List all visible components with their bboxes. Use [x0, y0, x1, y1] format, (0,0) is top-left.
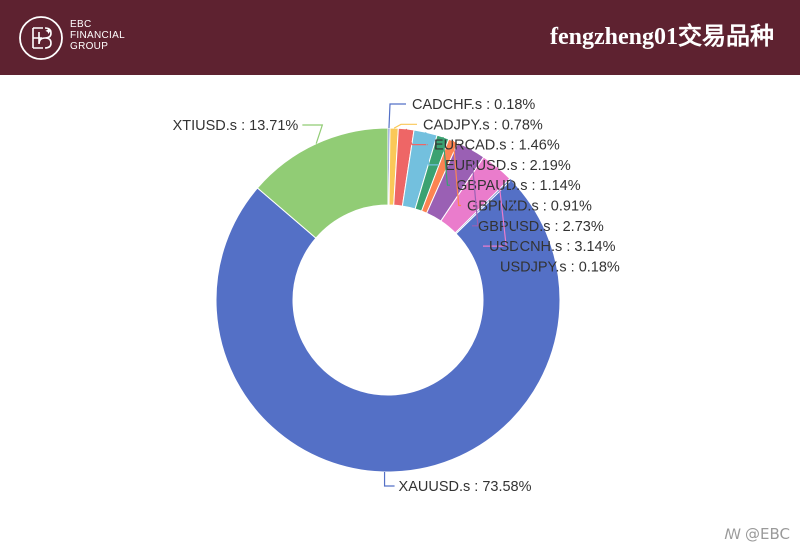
brand-line: FINANCIAL — [70, 30, 125, 41]
watermark-text: @EBC — [745, 525, 790, 543]
brand-name: EBC FINANCIAL GROUP — [70, 19, 125, 52]
slice-label-xauusd-s: XAUUSD.s : 73.58% — [399, 479, 532, 495]
leader-line-cadchf-s — [388, 103, 406, 129]
slices-group — [215, 127, 561, 473]
leader-line-gbpaud-s — [442, 136, 450, 186]
slice-label-cadjpy-s: CADJPY.s : 0.78% — [423, 117, 543, 133]
slice-label-eurcad-s: EURCAD.s : 1.46% — [434, 138, 560, 154]
leader-line-usdjpy-s — [494, 179, 522, 267]
labels-group: CADCHF.s : 0.18% CADJPY.s : 0.78% EURCAD.s… — [173, 97, 620, 495]
page-title: fengzheng01交易品种 — [550, 24, 774, 50]
slice-label-xtiusd-s: XTIUSD.s : 13.71% — [173, 118, 299, 134]
watermark: ꟿ @EBC — [724, 525, 790, 543]
leader-line-eurusd-s — [425, 132, 439, 166]
slice-label-cadchf-s: CADCHF.s : 0.18% — [412, 97, 535, 113]
ebc-logo-icon — [19, 16, 63, 60]
leader-line-eurcad-s — [405, 128, 428, 146]
slice-label-gbpusd-s: GBPUSD.s : 2.73% — [478, 219, 604, 235]
leader-line-xauusd-s — [383, 471, 395, 487]
leader-line-gbpusd-s — [470, 149, 479, 227]
leader-line-gbpnzd-s — [452, 140, 461, 207]
slice-label-eurusd-s: EURUSD.s : 2.19% — [445, 158, 571, 174]
brand-line: EBC — [70, 19, 92, 30]
leader-line-cadjpy-s — [393, 123, 417, 129]
leader-line-usdcnh-s — [483, 167, 507, 247]
donut-chart: CADCHF.s : 0.18% CADJPY.s : 0.78% EURCAD.s… — [173, 97, 620, 495]
slice-label-usdjpy-s: USDJPY.s : 0.18% — [500, 259, 620, 275]
brand-line: GROUP — [70, 41, 109, 52]
slice-label-gbpnzd-s: GBPNZD.s : 0.91% — [467, 199, 592, 215]
leader-line-xtiusd-s — [302, 124, 324, 144]
slice-xtiusd-s[interactable] — [256, 127, 389, 239]
slice-xauusd-s[interactable] — [215, 179, 561, 473]
weibo-icon: ꟿ — [724, 527, 742, 543]
header-bar: EBC FINANCIAL GROUP fengzheng01交易品种 — [0, 0, 800, 75]
slice-label-usdcnh-s: USDCNH.s : 3.14% — [489, 239, 616, 255]
slice-label-gbpaud-s: GBPAUD.s : 1.14% — [456, 178, 581, 194]
